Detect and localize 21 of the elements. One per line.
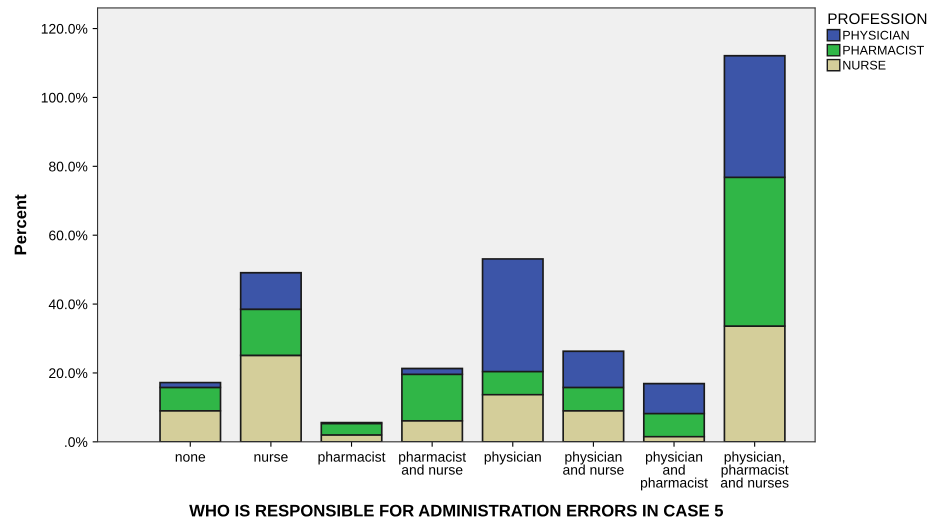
y-tick-label: 120.0%: [42, 24, 88, 34]
x-tick-label: physician, pharmacist and nurses: [720, 452, 789, 488]
x-tick-label: nurse: [254, 454, 288, 462]
x-tick-label: pharmacist and nurse: [399, 452, 466, 475]
legend-label: NURSE: [843, 60, 886, 70]
x-tick-label: physician and nurse: [563, 452, 624, 475]
y-axis-title: Percent: [14, 194, 26, 254]
legend-title: PROFESSION: [828, 13, 926, 24]
x-axis-title: WHO IS RESPONSIBLE FOR ADMINISTRATION ERRORS IN CASE 5: [189, 504, 724, 517]
x-tick-label: none: [176, 454, 206, 462]
y-tick-label: 80.0%: [49, 162, 88, 172]
y-tick-label: 40.0%: [48, 299, 88, 310]
x-tick-label: physician: [484, 452, 541, 465]
legend-label: PHYSICIAN: [843, 30, 909, 40]
y-tick-label: 60.0%: [49, 230, 88, 240]
y-tick-label: 100.0%: [42, 92, 88, 103]
y-tick-label: .0%: [65, 437, 88, 448]
y-tick-label: 20.0%: [49, 368, 88, 378]
x-tick-label: physician and pharmacist: [640, 452, 708, 490]
legend-label: PHARMACIST: [843, 46, 924, 55]
x-tick-label: pharmacist: [318, 452, 386, 465]
